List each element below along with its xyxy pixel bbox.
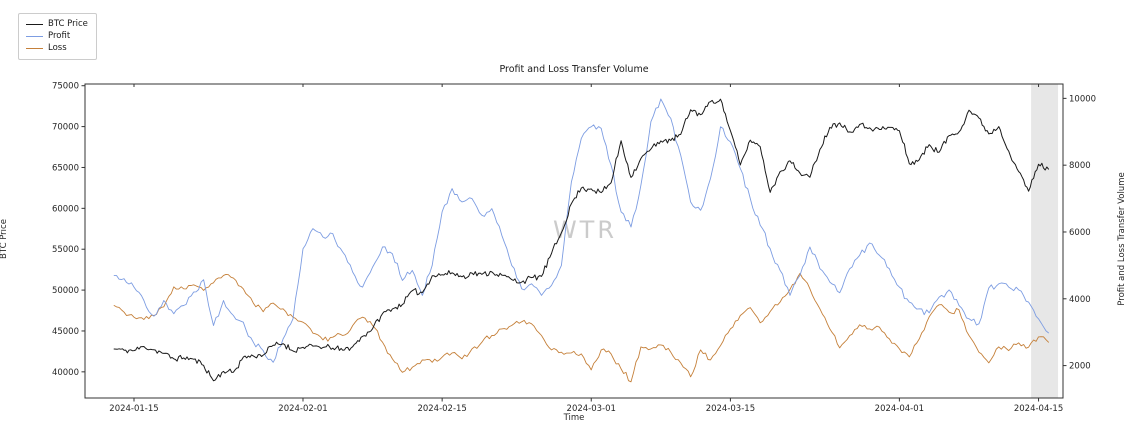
recent-period-highlight-band: [1031, 84, 1059, 398]
legend: BTC Price Profit Loss: [18, 13, 97, 60]
chart-title: Profit and Loss Transfer Volume: [499, 64, 649, 75]
x-tick-label: 2024-02-15: [417, 404, 466, 414]
legend-line-swatch: [26, 47, 43, 49]
x-tick-label: 2024-01-15: [109, 404, 158, 414]
left-tick-label: 55000: [52, 245, 79, 255]
left-tick-label: 45000: [52, 327, 79, 337]
right-tick-label: 4000: [1069, 295, 1091, 305]
legend-item: Loss: [26, 42, 88, 54]
right-tick-label: 2000: [1069, 362, 1091, 372]
left-tick-label: 70000: [52, 123, 79, 133]
x-axis-label: Time: [563, 413, 585, 423]
legend-label: Loss: [48, 43, 67, 53]
legend-item: Profit: [26, 30, 88, 42]
left-tick-label: 65000: [52, 163, 79, 173]
right-tick-label: 6000: [1069, 228, 1091, 238]
x-tick-label: 2024-03-15: [706, 404, 755, 414]
profit-line: [113, 98, 1049, 363]
legend-label: BTC Price: [48, 19, 88, 29]
left-tick-label: 50000: [52, 286, 79, 296]
loss-line: [113, 272, 1049, 383]
x-tick-label: 2024-04-01: [875, 404, 924, 414]
y-axis-label-left: BTC Price: [0, 219, 9, 259]
legend-line-swatch: [26, 23, 43, 25]
x-tick-label: 2024-04-15: [1014, 404, 1063, 414]
x-tick-label: 2024-03-01: [567, 404, 616, 414]
legend-label: Profit: [48, 31, 71, 41]
btc-price-line: [113, 98, 1049, 382]
left-tick-label: 75000: [52, 82, 79, 92]
x-tick-label: 2024-02-01: [278, 404, 327, 414]
legend-item: BTC Price: [26, 18, 88, 30]
y-axis-label-right: Profit and Loss Transfer Volume: [1117, 172, 1127, 306]
legend-line-swatch: [26, 35, 43, 37]
plot-frame: [84, 83, 1064, 399]
left-tick-label: 40000: [52, 368, 79, 378]
right-tick-label: 10000: [1069, 94, 1096, 104]
right-tick-label: 8000: [1069, 161, 1091, 171]
left-tick-label: 60000: [52, 204, 79, 214]
